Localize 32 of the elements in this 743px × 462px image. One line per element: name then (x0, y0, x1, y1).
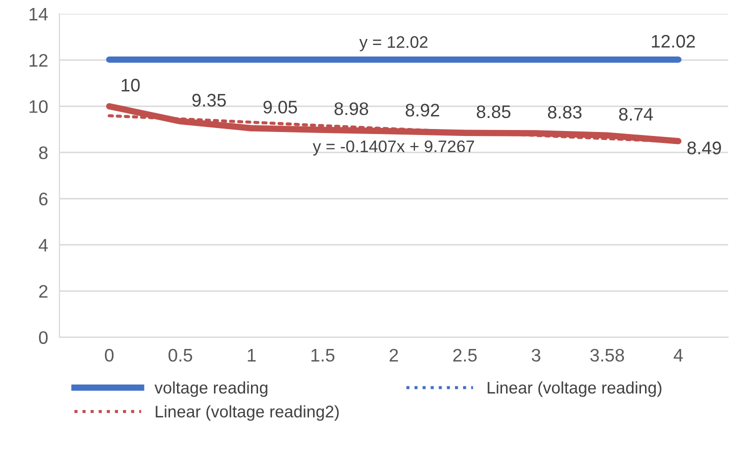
y-tick-label: 4 (38, 238, 48, 252)
x-tick-label: 1.5 (311, 349, 334, 362)
y-tick-label: 8 (39, 146, 48, 160)
x-tick-label: 3.58 (590, 348, 624, 362)
legend-label: Linear (voltage reading2) (156, 405, 339, 421)
y-tick-label: 14 (30, 8, 48, 20)
annotation: y = 12.02 (359, 36, 428, 52)
x-tick-label: 4 (674, 349, 683, 362)
x-tick-label: 0.5 (168, 348, 192, 362)
y-tick-label: 2 (39, 284, 48, 298)
data-label: 8.92 (406, 104, 440, 117)
data-label: 12.02 (652, 34, 695, 48)
y-tick-label: 10 (30, 100, 48, 113)
x-tick-label: 0 (104, 348, 114, 362)
x-tick-label: 3 (532, 348, 540, 362)
data-label: 9.05 (263, 100, 298, 114)
x-tick-label: 2 (390, 348, 398, 362)
data-label: 9.35 (192, 94, 226, 107)
data-label: 10 (122, 78, 140, 92)
y-tick-label: 0 (38, 331, 48, 344)
annotation: y = -0.1407x + 9.7267 (312, 140, 474, 156)
data-label: 8.49 (687, 142, 721, 154)
x-tick-label: 2.5 (453, 348, 477, 362)
legend-label: voltage reading (154, 381, 268, 397)
legend-label: Linear (voltage reading) (488, 381, 662, 397)
y-tick-label: 12 (30, 54, 48, 67)
x-tick-label: 1 (248, 349, 256, 362)
data-label: 8.74 (619, 108, 653, 121)
data-label: 8.85 (476, 105, 510, 118)
data-label: 8.98 (334, 102, 368, 116)
data-label: 8.83 (548, 106, 582, 119)
y-tick-label: 6 (39, 192, 48, 206)
